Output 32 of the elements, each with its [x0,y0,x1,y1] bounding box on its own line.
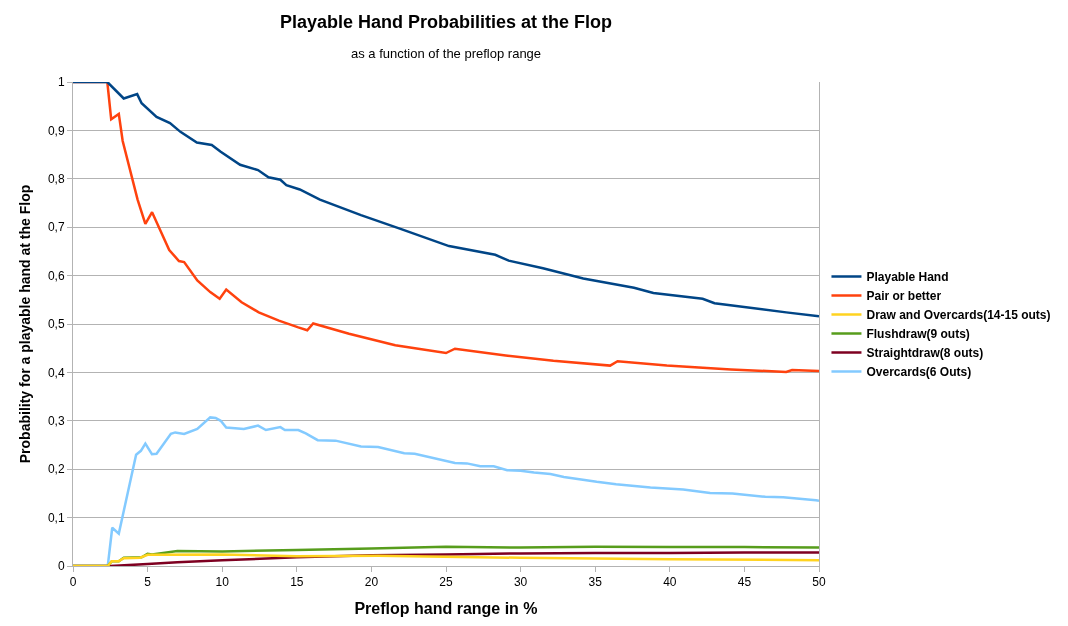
y-tick-label: 0,1 [47,510,65,525]
y-tick-label: 0 [57,559,65,574]
legend-label: Playable Hand [866,270,949,285]
x-tick-label: 35 [588,575,603,590]
chart-title: Playable Hand Probabilities at the Flop [279,12,613,33]
x-tick-label: 25 [439,575,453,590]
y-axis-title: Probability for a playable hand at the Flop [16,184,33,464]
y-tick-label: 0,9 [47,123,65,138]
x-tick-label: 5 [144,575,152,590]
y-tick-label: 0,5 [47,317,65,332]
y-tick-label: 0,4 [47,365,65,380]
x-tick-label: 0 [69,575,77,590]
x-tick-label: 10 [215,575,230,590]
x-tick-label: 15 [290,575,304,590]
y-tick-label: 0,7 [47,220,65,235]
x-tick-label: 40 [663,575,677,590]
x-tick-label: 30 [513,575,528,590]
legend-label: Pair or better [866,289,942,304]
x-tick-label: 50 [812,575,826,590]
y-tick-label: 1 [57,75,65,90]
y-tick-label: 0,8 [47,172,65,186]
chart-subtitle: as a function of the preflop range [351,46,542,61]
x-axis-title: Preflop hand range in % [354,600,538,618]
y-tick-label: 0,3 [47,414,65,428]
legend-label: Straightdraw(8 outs) [866,346,984,361]
y-tick-label: 0,2 [47,462,65,477]
legend-label: Draw and Overcards(14-15 outs) [866,308,1051,323]
legend-label: Flushdraw(9 outs) [866,327,970,342]
legend-label: Overcards(6 Outs) [866,365,972,380]
x-tick-label: 20 [364,575,379,590]
y-tick-label: 0,6 [47,268,65,283]
x-tick-label: 45 [737,575,752,590]
